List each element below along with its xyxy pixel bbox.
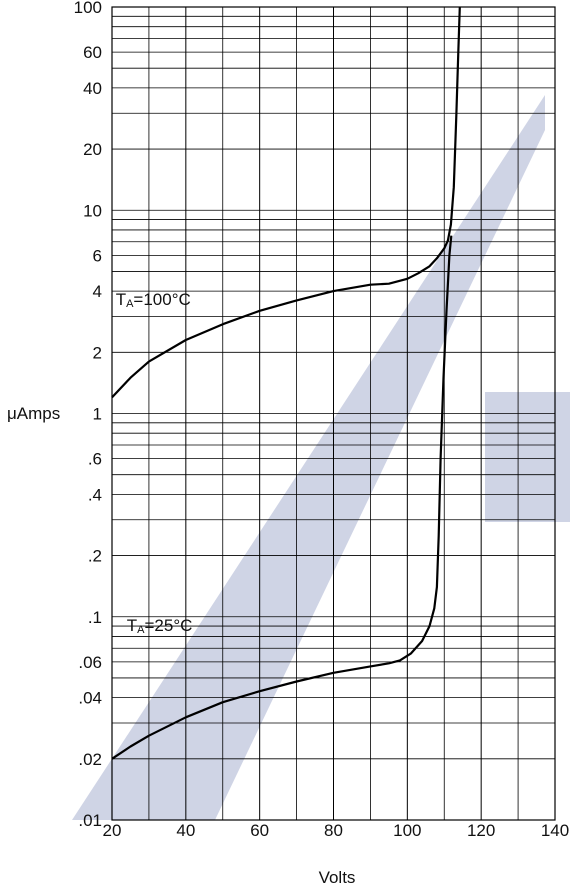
grid	[111, 6, 556, 821]
y-tick-label: .06	[78, 653, 102, 672]
y-tick-label: 1	[93, 405, 102, 424]
series-label-2: TA=25°C	[127, 616, 193, 636]
series-line-2	[111, 235, 453, 760]
x-tick-label: 80	[324, 821, 343, 840]
x-tick-label: 100	[393, 821, 421, 840]
series-line-1	[111, 6, 461, 399]
y-axis-title: μAmps	[7, 404, 60, 423]
y-tick-label: 20	[83, 140, 102, 159]
x-tick-label: 60	[250, 821, 269, 840]
x-tick-label: 140	[541, 821, 569, 840]
y-tick-label: 6	[93, 246, 102, 265]
y-tick-label: 100	[74, 0, 102, 17]
watermark-band	[72, 95, 545, 820]
y-tick-label: 2	[93, 343, 102, 362]
series-label-1: TA=100°C	[116, 290, 191, 310]
y-tick-label: .2	[88, 547, 102, 566]
y-tick-label: .04	[78, 689, 102, 708]
y-tick-label: 40	[83, 79, 102, 98]
series-layer	[111, 6, 461, 760]
y-tick-label: 10	[83, 201, 102, 220]
y-tick-label: .6	[88, 450, 102, 469]
y-tick-labels: .01 .02 .04 .06 .1 .2 .4 .6 1 2 4 6 10 20 40 60 100	[74, 0, 102, 830]
x-tick-label: 40	[176, 821, 195, 840]
watermark	[72, 95, 570, 820]
x-tick-label: 120	[467, 821, 495, 840]
y-tick-label: .4	[88, 485, 102, 504]
annotations: TA=100°C TA=25°C	[116, 290, 193, 636]
plot-frame	[111, 6, 556, 821]
watermark-block	[485, 392, 570, 522]
y-tick-label: .1	[88, 608, 102, 627]
x-axis-title: Volts	[319, 868, 356, 887]
x-tick-label: 20	[103, 821, 122, 840]
y-tick-label: .02	[78, 750, 102, 769]
x-tick-labels: 20 40 60 80 100 120 140	[103, 821, 570, 840]
y-tick-label: 4	[93, 282, 102, 301]
y-tick-label: .01	[78, 811, 102, 830]
y-tick-label: 60	[83, 43, 102, 62]
